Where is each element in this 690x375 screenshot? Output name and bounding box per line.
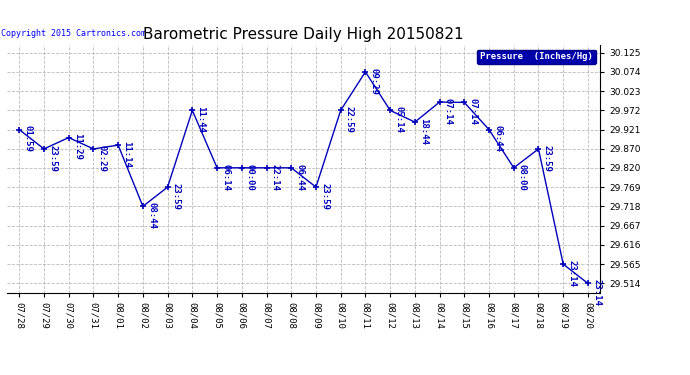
Text: 23:14: 23:14 [567,260,576,287]
Text: 05:14: 05:14 [394,106,403,133]
Text: Copyright 2015 Cartronics.com: Copyright 2015 Cartronics.com [1,28,146,38]
Text: 23:59: 23:59 [542,145,551,172]
Text: 11:44: 11:44 [197,106,206,133]
Text: 06:44: 06:44 [493,126,502,152]
Text: 23:59: 23:59 [320,183,329,210]
Text: 22:14: 22:14 [270,164,279,190]
Text: 22:59: 22:59 [345,106,354,133]
Text: 23:14: 23:14 [592,279,601,306]
Text: 09:29: 09:29 [370,68,379,94]
Text: 11:14: 11:14 [122,141,131,168]
Text: 01:59: 01:59 [23,126,32,152]
Text: 06:44: 06:44 [295,164,304,190]
Text: 08:00: 08:00 [518,164,527,190]
Text: 00:00: 00:00 [246,164,255,190]
Text: 08:44: 08:44 [147,202,156,229]
Text: 06:14: 06:14 [221,164,230,190]
Text: 07:14: 07:14 [444,98,453,125]
Text: 02:29: 02:29 [97,145,106,172]
Legend: Pressure  (Inches/Hg): Pressure (Inches/Hg) [477,50,595,64]
Title: Barometric Pressure Daily High 20150821: Barometric Pressure Daily High 20150821 [144,27,464,42]
Text: 11:29: 11:29 [73,134,82,160]
Text: 23:59: 23:59 [172,183,181,210]
Text: 07:14: 07:14 [469,98,477,125]
Text: 23:59: 23:59 [48,145,57,172]
Text: 18:44: 18:44 [419,118,428,145]
